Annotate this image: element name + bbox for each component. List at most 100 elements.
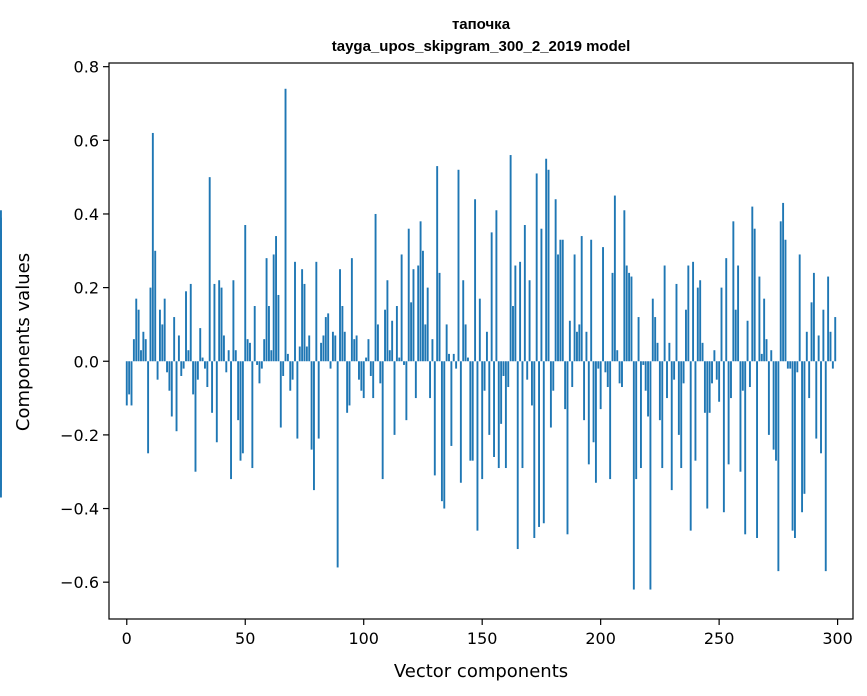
bar-250 bbox=[718, 361, 721, 402]
bar-192 bbox=[580, 236, 583, 362]
bar-223 bbox=[654, 317, 657, 362]
bar-93 bbox=[346, 361, 349, 413]
bar-178 bbox=[547, 169, 550, 362]
bar-76 bbox=[305, 346, 308, 362]
bar-115 bbox=[398, 357, 401, 362]
bar-262 bbox=[746, 320, 749, 362]
bar-124 bbox=[419, 221, 422, 362]
bar-77 bbox=[308, 335, 311, 362]
bar-273 bbox=[772, 361, 775, 450]
bar-98 bbox=[358, 361, 360, 380]
y-tick-label-3: 0.0 bbox=[74, 352, 99, 371]
bar-40 bbox=[220, 287, 223, 362]
bar-166 bbox=[519, 261, 522, 362]
bar-226 bbox=[661, 361, 664, 469]
bar-163 bbox=[512, 306, 514, 362]
bar-66 bbox=[282, 361, 285, 376]
bar-196 bbox=[590, 239, 593, 362]
bar-130 bbox=[433, 361, 436, 476]
bar-142 bbox=[462, 280, 465, 362]
y-axis-label: Components values bbox=[13, 253, 34, 431]
bar-36 bbox=[211, 361, 214, 413]
bar-65 bbox=[279, 361, 282, 428]
bar-217 bbox=[639, 361, 642, 469]
bar-263 bbox=[748, 361, 751, 388]
bar-229 bbox=[668, 342, 671, 362]
bar-136 bbox=[448, 353, 450, 362]
bar-59 bbox=[265, 258, 268, 362]
bar-75 bbox=[303, 283, 306, 362]
bar-30 bbox=[196, 361, 199, 380]
bar-295 bbox=[824, 361, 827, 572]
bar-276 bbox=[779, 221, 782, 362]
bar-133 bbox=[440, 361, 443, 502]
bar-158 bbox=[500, 361, 503, 424]
bar-105 bbox=[374, 213, 377, 362]
bar-204 bbox=[609, 361, 612, 480]
bar-26 bbox=[187, 350, 190, 362]
bar-45 bbox=[232, 280, 235, 362]
bar-270 bbox=[765, 339, 768, 362]
bar-69 bbox=[289, 361, 292, 391]
bar-144 bbox=[467, 357, 469, 362]
bar-120 bbox=[410, 302, 413, 362]
y-axis-ticks: −0.6 −0.4 −0.2 0.0 0.2 0.4 0.6 0.8 bbox=[60, 58, 109, 592]
bar-252 bbox=[722, 361, 725, 513]
bar-37 bbox=[213, 283, 216, 362]
y-tick-label-1: −0.4 bbox=[60, 500, 99, 519]
x-tick-label-100: 100 bbox=[348, 629, 379, 648]
bar-138 bbox=[452, 353, 455, 362]
bar-155 bbox=[493, 361, 495, 457]
bar-29 bbox=[194, 361, 197, 472]
bar-150 bbox=[481, 361, 484, 480]
bar-72 bbox=[296, 361, 299, 439]
bar-63 bbox=[275, 236, 277, 362]
bar-231 bbox=[673, 361, 676, 380]
bar-242 bbox=[699, 280, 702, 362]
bar-116 bbox=[400, 254, 403, 362]
bar-179 bbox=[549, 361, 552, 428]
bar-209 bbox=[621, 361, 623, 388]
bar-156 bbox=[495, 210, 498, 362]
bar-147 bbox=[474, 199, 477, 362]
bar-172 bbox=[533, 361, 536, 538]
bar-162 bbox=[509, 155, 512, 362]
bar-16 bbox=[163, 298, 166, 362]
x-tick-label-250: 250 bbox=[704, 629, 735, 648]
bar-174 bbox=[538, 361, 540, 527]
bar-215 bbox=[635, 361, 638, 480]
y-tick-label-6: 0.6 bbox=[74, 131, 99, 150]
bar-220 bbox=[647, 361, 649, 417]
x-tick-label-150: 150 bbox=[467, 629, 498, 648]
bar-undefined bbox=[0, 361, 2, 435]
bar-233 bbox=[677, 361, 680, 435]
bar-87 bbox=[331, 331, 334, 362]
bar-10 bbox=[149, 287, 152, 362]
bar-117 bbox=[403, 361, 405, 365]
bar-243 bbox=[701, 342, 704, 362]
bar-121 bbox=[412, 269, 415, 362]
bar-13 bbox=[156, 361, 159, 380]
bar-60 bbox=[267, 306, 270, 362]
bar-248 bbox=[713, 350, 716, 362]
bar-88 bbox=[334, 335, 337, 362]
bar-255 bbox=[730, 361, 732, 399]
bar-1 bbox=[128, 361, 131, 395]
bar-100 bbox=[362, 361, 365, 399]
bar-86 bbox=[329, 361, 332, 369]
bar-64 bbox=[277, 294, 280, 362]
bar-271 bbox=[767, 361, 770, 435]
bar-186 bbox=[566, 361, 569, 535]
bar-246 bbox=[708, 361, 711, 413]
bar-187 bbox=[568, 320, 571, 362]
bar-201 bbox=[602, 247, 604, 362]
bar-19 bbox=[170, 361, 173, 417]
bar-6 bbox=[140, 350, 142, 362]
bar-61 bbox=[270, 350, 273, 362]
bar-283 bbox=[796, 361, 799, 373]
bar-38 bbox=[215, 361, 218, 443]
bar-171 bbox=[530, 361, 533, 406]
x-tick-label-300: 300 bbox=[822, 629, 853, 648]
bar-205 bbox=[611, 272, 614, 362]
